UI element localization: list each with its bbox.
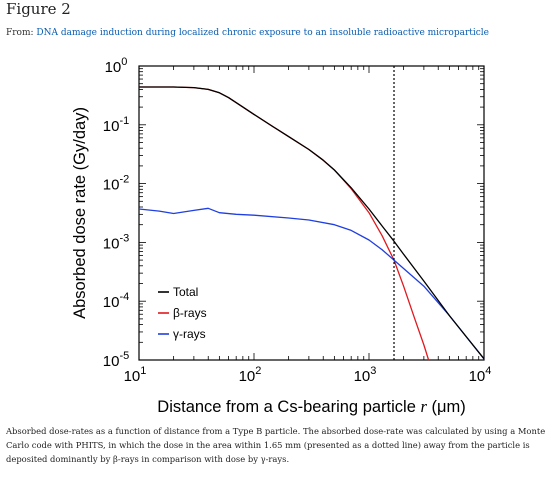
x-tick-label: 101 (124, 365, 147, 385)
legend-item-total: Total (173, 285, 198, 299)
total-series-line (139, 86, 485, 360)
y-tick-label: 10-3 (103, 232, 129, 252)
y-tick-label: 100 (105, 56, 128, 76)
gamma-series-line (138, 207, 485, 360)
chart-legend: Total β-rays γ-rays (158, 285, 207, 341)
axis-ticks (138, 66, 484, 361)
x-axis-title: Distance from a Cs-bearing particle r (μ… (157, 397, 465, 416)
y-tick-label: 10-5 (103, 350, 129, 370)
y-tick-label: 10-1 (103, 115, 129, 135)
figure-caption: Absorbed dose-rates as a function of dis… (6, 426, 546, 464)
dose-rate-chart: 101 102 103 104 100 10-1 10-2 10-3 10-4 10-5 Dista… (71, 56, 492, 416)
y-tick-label: 10-2 (103, 174, 129, 194)
source-line: From: DNA damage induction during locali… (6, 28, 489, 38)
source-article-link[interactable]: DNA damage induction during localized ch… (36, 28, 489, 38)
plot-frame (138, 65, 485, 361)
legend-item-gamma: γ-rays (173, 327, 206, 341)
y-axis-title: Absorbed dose rate (Gy/day) (71, 107, 89, 319)
x-tick-label: 102 (239, 365, 262, 385)
x-tick-label: 103 (354, 365, 377, 385)
y-tick-label: 10-4 (103, 291, 129, 311)
figure-title: Figure 2 (6, 0, 71, 18)
x-tick-label: 104 (469, 365, 492, 385)
legend-item-beta: β-rays (173, 306, 207, 320)
source-prefix: From: (6, 28, 34, 38)
